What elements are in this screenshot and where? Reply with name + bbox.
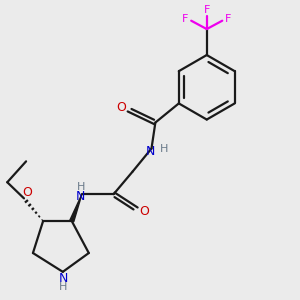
Text: F: F — [225, 14, 231, 24]
Text: O: O — [139, 205, 149, 218]
Text: O: O — [22, 186, 32, 199]
Text: N: N — [59, 272, 68, 285]
Text: H: H — [160, 144, 168, 154]
Text: F: F — [182, 14, 188, 24]
Text: N: N — [76, 190, 86, 203]
Polygon shape — [70, 194, 82, 222]
Text: H: H — [59, 282, 68, 292]
Text: O: O — [116, 101, 126, 114]
Text: F: F — [203, 5, 210, 15]
Text: N: N — [146, 145, 155, 158]
Text: H: H — [76, 182, 85, 192]
